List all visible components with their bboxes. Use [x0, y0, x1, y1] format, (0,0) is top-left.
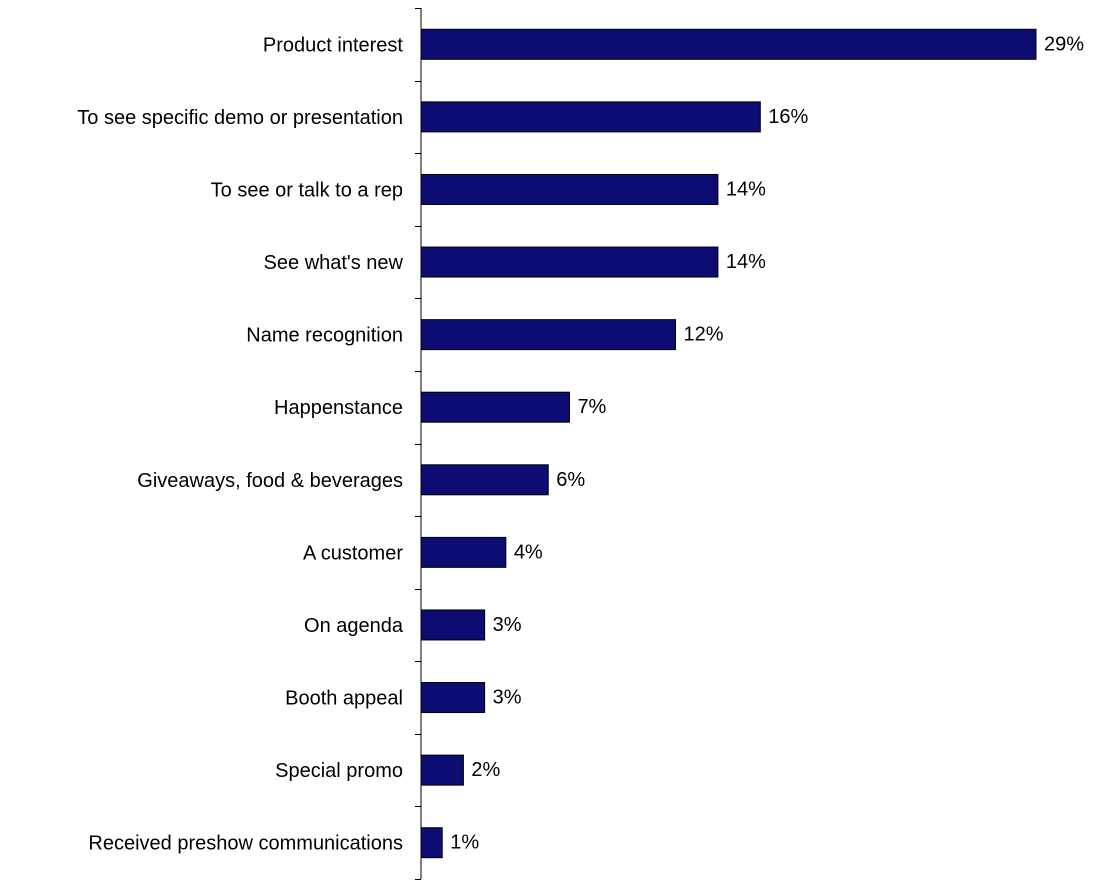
- value-label: 14%: [726, 178, 766, 200]
- bar: [420, 536, 507, 568]
- value-label: 1%: [450, 832, 479, 854]
- bar: [420, 682, 486, 714]
- bar-layer: [420, 28, 1037, 859]
- value-label: 3%: [493, 687, 522, 709]
- bar: [420, 246, 719, 278]
- value-label: 3%: [493, 614, 522, 636]
- bar: [420, 609, 486, 641]
- bar: [420, 464, 549, 496]
- value-label: 6%: [556, 469, 585, 491]
- category-label: Special promo: [275, 760, 403, 782]
- category-label: On agenda: [304, 615, 404, 637]
- axis-layer: [415, 8, 422, 880]
- value-label: 4%: [514, 541, 543, 563]
- bar: [420, 28, 1037, 60]
- category-label: Received preshow communications: [88, 833, 403, 855]
- category-label: Name recognition: [246, 325, 403, 347]
- bar: [420, 319, 676, 351]
- value-label: 2%: [471, 759, 500, 781]
- category-label: Product interest: [263, 34, 404, 56]
- category-label: Giveaways, food & beverages: [137, 470, 403, 492]
- value-label: 16%: [768, 106, 808, 128]
- bar: [420, 754, 464, 786]
- value-label: 29%: [1044, 33, 1084, 55]
- bar: [420, 391, 570, 423]
- category-label: A customer: [303, 542, 403, 564]
- bar: [420, 101, 761, 133]
- label-layer: Product interest 29% To see specific demo …: [77, 33, 1084, 854]
- value-label: 14%: [726, 251, 766, 273]
- category-label: Happenstance: [274, 397, 403, 419]
- value-label: 7%: [577, 396, 606, 418]
- category-label: See what's new: [264, 252, 404, 274]
- value-label: 12%: [683, 324, 723, 346]
- category-label: Booth appeal: [285, 688, 403, 710]
- category-label: To see specific demo or presentation: [77, 107, 403, 129]
- bar: [420, 173, 719, 205]
- bar: [420, 827, 443, 859]
- category-label: To see or talk to a rep: [211, 179, 403, 201]
